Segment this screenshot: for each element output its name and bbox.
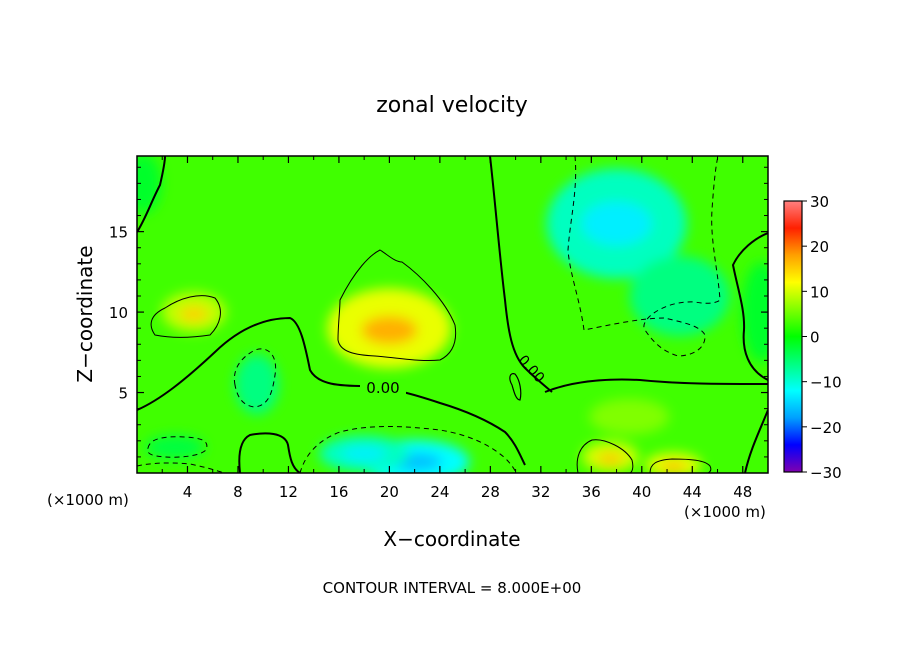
colorbar-ticks: 30 20 10 0 −10 −20 −30 bbox=[802, 193, 842, 482]
neg-eight-contour-bottom-left-edge bbox=[137, 462, 226, 473]
field-feature bbox=[137, 156, 162, 214]
colorbar: 30 20 10 0 −10 −20 −30 bbox=[783, 193, 842, 482]
colorbar-tick-label: 20 bbox=[810, 238, 829, 256]
x-tick-label: 4 bbox=[183, 483, 193, 501]
zero-contour-right bbox=[544, 378, 768, 393]
colorbar-gradient bbox=[784, 201, 802, 472]
x-tick-label: 36 bbox=[582, 483, 601, 501]
field-feature-core bbox=[581, 201, 652, 246]
field-feature bbox=[629, 255, 730, 336]
field-feature-core bbox=[660, 462, 686, 472]
eight-contour-lower-right-1 bbox=[576, 439, 634, 473]
neg-eight-contour-bottom bbox=[299, 426, 517, 473]
x-tick-label: 8 bbox=[233, 483, 243, 501]
colorbar-tick-label: 30 bbox=[810, 193, 829, 211]
x-tick-label: 40 bbox=[632, 483, 651, 501]
x-unit-left: (×1000 m) bbox=[47, 491, 129, 509]
eight-contour-upper-left bbox=[150, 295, 221, 338]
colorbar-tick-label: −10 bbox=[810, 374, 842, 392]
x-unit-right: (×1000 m) bbox=[684, 503, 766, 521]
x-tick-label: 20 bbox=[380, 483, 399, 501]
field-feature bbox=[741, 262, 768, 363]
x-tick-label: 16 bbox=[329, 483, 348, 501]
x-axis-label: X−coordinate bbox=[383, 527, 520, 551]
plot-frame bbox=[136, 155, 769, 474]
field-feature bbox=[144, 435, 205, 460]
contour-interval-footer: CONTOUR INTERVAL = 8.000E+00 bbox=[323, 579, 582, 597]
y-axis-ticks: 5 10 15 bbox=[109, 166, 768, 458]
x-tick-label: 28 bbox=[481, 483, 500, 501]
plot-area: 0.00 0.00 bbox=[137, 156, 768, 473]
y-tick-label: 15 bbox=[109, 224, 128, 242]
zero-contour-small-loop bbox=[509, 373, 522, 401]
field-feature-core bbox=[361, 316, 418, 345]
colorbar-tick-label: 0 bbox=[810, 329, 820, 347]
y-axis-label: Z−coordinate bbox=[73, 245, 97, 382]
y-tick-label: 10 bbox=[109, 304, 128, 322]
x-tick-label: 12 bbox=[279, 483, 298, 501]
field-feature bbox=[589, 398, 670, 435]
eight-contour-upper-center bbox=[337, 249, 457, 362]
zero-contour-lower-right bbox=[744, 409, 768, 473]
x-tick-label: 44 bbox=[683, 483, 702, 501]
colorbar-tick-label: 10 bbox=[810, 283, 829, 301]
neg-eight-contour-upper-right bbox=[567, 156, 721, 357]
chart-title: zonal velocity bbox=[376, 93, 528, 118]
eight-contour-lower-right-2 bbox=[649, 458, 712, 473]
zero-contour-right-edge bbox=[731, 232, 768, 381]
field-feature-core bbox=[179, 307, 209, 322]
field-feature-core bbox=[341, 446, 387, 461]
neg-eight-contour-left bbox=[233, 348, 277, 408]
y-tick-label: 5 bbox=[118, 385, 128, 403]
x-tick-label: 32 bbox=[531, 483, 550, 501]
x-tick-label: 48 bbox=[733, 483, 752, 501]
x-tick-label: 24 bbox=[430, 483, 449, 501]
zero-contour-main bbox=[137, 316, 526, 466]
zero-contour-vertical bbox=[489, 156, 553, 393]
colorbar-tick-label: −20 bbox=[810, 419, 842, 437]
zero-contour-bottom-left bbox=[238, 432, 301, 473]
zero-contour-top-left bbox=[137, 156, 166, 233]
field-feature-core bbox=[597, 453, 623, 465]
contour-label-bg-1 bbox=[360, 379, 406, 395]
contour-lines bbox=[137, 156, 768, 473]
colorbar-tick-label: −30 bbox=[810, 464, 842, 482]
field-feature bbox=[234, 354, 279, 415]
x-axis-ticks: 4 8 12 16 20 24 28 32 36 40 44 48 bbox=[161, 156, 752, 501]
contour-label-1: 0.00 bbox=[366, 379, 399, 397]
